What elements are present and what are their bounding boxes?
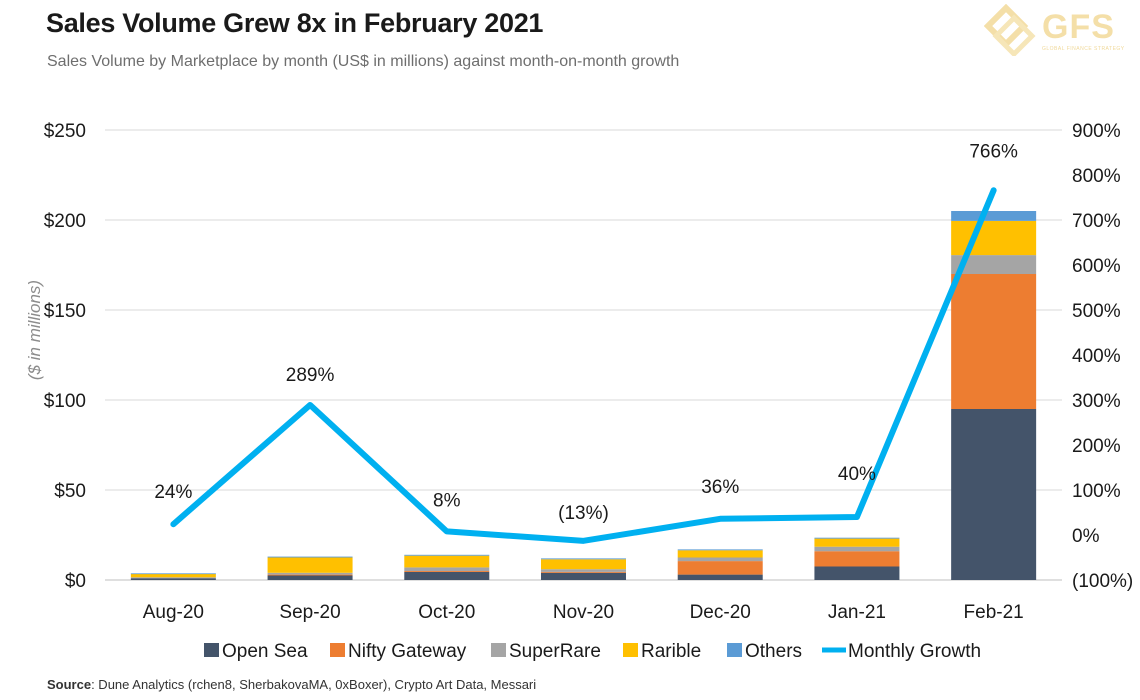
source-label: Source (47, 677, 92, 692)
source-text: : Dune Analytics (rchen8, SherbakovaMA, … (91, 677, 537, 692)
bar-segment (541, 571, 626, 573)
y-tick-label: $50 (54, 481, 86, 502)
bar-segment (130, 578, 216, 580)
growth-point (991, 187, 997, 193)
y2-tick-label: 0% (1072, 526, 1100, 547)
bar-segment (677, 561, 763, 575)
y2-tick-label: 200% (1072, 436, 1121, 457)
bar-segment (404, 571, 490, 572)
growth-data-label: 40% (838, 464, 876, 485)
legend-label: Open Sea (222, 641, 308, 662)
bar-segment (814, 537, 900, 539)
bar-segment (951, 409, 1037, 580)
bar-segment (267, 572, 353, 575)
y2-tick-label: 400% (1072, 346, 1121, 367)
x-tick-label: Dec-20 (690, 602, 751, 623)
legend-label: Monthly Growth (848, 641, 981, 662)
y2-tick-label: 300% (1072, 391, 1121, 412)
bar-segment (541, 559, 626, 570)
growth-data-label: 8% (433, 490, 461, 511)
bar-segment (267, 556, 353, 558)
y2-tick-label: 500% (1072, 301, 1121, 322)
bar-segment (677, 549, 763, 551)
legend-label: Rarible (641, 641, 701, 662)
growth-point (307, 402, 313, 408)
bar-segment (951, 274, 1037, 409)
logo-diamond-icon (983, 3, 1036, 58)
y-tick-label: $200 (44, 211, 86, 232)
y-tick-label: $250 (44, 121, 86, 142)
logo-wordmark: GFS (1042, 8, 1115, 46)
bar-segment (677, 550, 763, 558)
y2-tick-label: 600% (1072, 256, 1121, 277)
y2-tick-label: 900% (1072, 121, 1121, 142)
bar-segment (267, 574, 353, 576)
x-tick-label: Oct-20 (418, 602, 475, 623)
growth-point (170, 521, 176, 527)
y-tick-label: $100 (44, 391, 86, 412)
y2-tick-label: 100% (1072, 481, 1121, 502)
gfs-logo (983, 3, 1134, 58)
bar-segment (814, 566, 900, 580)
x-tick-label: Feb-21 (964, 602, 1024, 623)
y-tick-label: $0 (65, 571, 86, 592)
bar-segment (404, 567, 490, 571)
x-tick-label: Aug-20 (143, 602, 204, 623)
bar-segment (951, 220, 1037, 256)
legend-swatch (491, 643, 506, 657)
y2-tick-label: 700% (1072, 211, 1121, 232)
legend-swatch (623, 643, 638, 657)
legend-label: SuperRare (509, 641, 601, 662)
growth-point (581, 538, 586, 544)
legend-swatch (330, 643, 345, 657)
growth-data-label: 766% (969, 141, 1018, 162)
bar-segment (814, 546, 900, 552)
bar-segment (677, 557, 763, 562)
bar-segment (814, 551, 900, 567)
legend-swatch (727, 643, 742, 657)
growth-data-label: 36% (701, 477, 739, 498)
bar-segment (267, 575, 353, 580)
y-axis-title: ($ in millions) (25, 280, 44, 380)
bar-segment (814, 538, 900, 547)
y-tick-label: $150 (44, 301, 86, 322)
x-tick-label: Sep-20 (279, 602, 340, 623)
bar-segment (404, 555, 490, 568)
growth-data-label: 24% (154, 482, 192, 503)
source-note: Source: Dune Analytics (rchen8, Sherbako… (47, 677, 536, 692)
bar-segment (541, 572, 626, 580)
bar-segment (130, 573, 216, 578)
growth-point (854, 514, 860, 520)
bar-segment (404, 554, 490, 556)
legend-label: Nifty Gateway (348, 641, 467, 662)
bar-segment (541, 569, 626, 572)
bar-segment (404, 571, 490, 580)
x-tick-label: Jan-21 (828, 602, 886, 623)
bar-segment (541, 558, 626, 560)
bar-segment (130, 573, 216, 575)
x-tick-label: Nov-20 (553, 602, 614, 623)
legend-label: Others (745, 641, 802, 662)
bar-segment (130, 577, 216, 579)
bar-segment (267, 557, 353, 573)
y2-tick-label: (100%) (1072, 571, 1133, 592)
legend-swatch (204, 643, 219, 657)
growth-data-label: (13%) (558, 503, 609, 524)
chart-subtitle: Sales Volume by Marketplace by month (US… (47, 53, 680, 70)
growth-data-label: 289% (286, 365, 335, 386)
bar-segment (951, 211, 1037, 221)
chart-title: Sales Volume Grew 8x in February 2021 (46, 8, 544, 38)
bar-segment (951, 255, 1037, 274)
growth-point (717, 516, 723, 522)
bar-segment (677, 574, 763, 580)
logo-tagline: GLOBAL FINANCE STRATEGY (1042, 46, 1125, 52)
growth-point (444, 528, 450, 534)
y2-tick-label: 800% (1072, 166, 1121, 187)
